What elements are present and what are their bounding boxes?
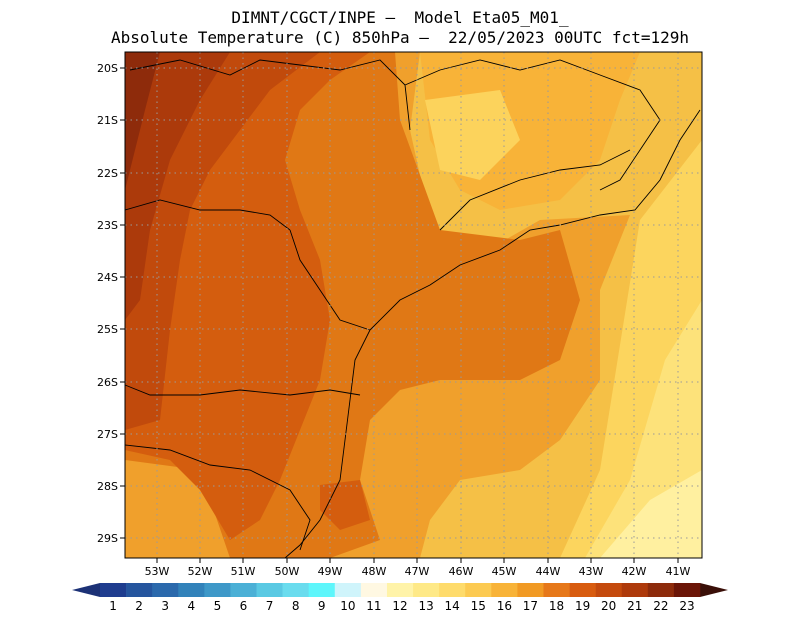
borders bbox=[125, 59, 701, 558]
lon-labels: 53W 52W 51W 50W 49W 48W 47W 46W 45W 44W … bbox=[145, 565, 691, 578]
state-border-mg bbox=[404, 59, 661, 191]
colorbar-cell bbox=[439, 583, 466, 597]
colorbar-cell bbox=[334, 583, 362, 597]
colorbar-label: 9 bbox=[318, 599, 326, 613]
colorbar-cell bbox=[204, 583, 231, 597]
map-title-line-2: Absolute Temperature (C) 850hPa — 22/05/… bbox=[111, 28, 689, 47]
colorbar-labels: 1 2 3 4 5 6 7 8 9 10 11 12 13 14 15 16 17 18 19 20 21 22 23 bbox=[109, 599, 694, 613]
colorbar-label: 7 bbox=[266, 599, 274, 613]
colorbar bbox=[72, 583, 728, 597]
colorbar-label: 8 bbox=[292, 599, 300, 613]
colorbar-cell bbox=[386, 583, 414, 597]
field-patch-south bbox=[320, 480, 370, 530]
colorbar-label: 4 bbox=[187, 599, 195, 613]
lon-label: 45W bbox=[492, 565, 517, 578]
lon-label: 52W bbox=[188, 565, 213, 578]
colorbar-cell bbox=[360, 583, 388, 597]
colorbar-cell bbox=[621, 583, 649, 597]
colorbar-label: 20 bbox=[601, 599, 616, 613]
colorbar-low-arrow bbox=[72, 583, 100, 597]
colorbar-label: 5 bbox=[214, 599, 222, 613]
colorbar-label: 16 bbox=[497, 599, 512, 613]
colorbar-label: 18 bbox=[549, 599, 564, 613]
lon-label: 50W bbox=[275, 565, 300, 578]
field-band-21 bbox=[125, 52, 230, 320]
grid bbox=[125, 52, 702, 558]
colorbar-cell bbox=[282, 583, 309, 597]
lat-label: 24S bbox=[97, 271, 118, 284]
lon-label: 51W bbox=[231, 565, 256, 578]
colorbar-label: 2 bbox=[135, 599, 143, 613]
colorbar-cell bbox=[230, 583, 257, 597]
lat-label: 21S bbox=[97, 114, 118, 127]
colorbar-label: 21 bbox=[627, 599, 642, 613]
colorbar-cell bbox=[100, 583, 127, 597]
colorbar-label: 19 bbox=[575, 599, 590, 613]
colorbar-label: 6 bbox=[240, 599, 248, 613]
colorbar-label: 23 bbox=[679, 599, 694, 613]
lat-labels: 20S 21S 22S 23S 24S 25S 26S 27S 28S 29S bbox=[97, 62, 118, 545]
colorbar-label: 1 bbox=[109, 599, 117, 613]
plot-frame bbox=[124, 51, 703, 559]
colorbar-cell bbox=[413, 583, 440, 597]
colorbar-label: 14 bbox=[445, 599, 460, 613]
colorbar-label: 3 bbox=[161, 599, 169, 613]
state-border-north bbox=[129, 59, 411, 131]
colorbar-cell bbox=[517, 583, 544, 597]
ticks bbox=[120, 67, 679, 563]
colorbar-cell bbox=[673, 583, 701, 597]
state-border-pr-sc bbox=[125, 384, 361, 396]
lat-label: 20S bbox=[97, 62, 118, 75]
river-parana bbox=[289, 229, 371, 331]
temperature-field bbox=[125, 52, 702, 558]
lon-label: 49W bbox=[318, 565, 343, 578]
lon-label: 46W bbox=[449, 565, 474, 578]
colorbar-label: 13 bbox=[418, 599, 433, 613]
colorbar-label: 12 bbox=[392, 599, 407, 613]
colorbar-cell bbox=[152, 583, 179, 597]
coastline-southeast bbox=[369, 109, 701, 331]
state-border-sc-rs bbox=[125, 444, 311, 551]
colorbar-label: 15 bbox=[471, 599, 486, 613]
map-title-line-1: DIMNT/CGCT/INPE — Model Eta05_M01_ bbox=[231, 8, 569, 27]
lon-label: 48W bbox=[362, 565, 387, 578]
colorbar-cell bbox=[569, 583, 596, 597]
lon-label: 41W bbox=[666, 565, 691, 578]
lat-label: 22S bbox=[97, 167, 118, 180]
lat-label: 23S bbox=[97, 219, 118, 232]
colorbar-label: 11 bbox=[366, 599, 381, 613]
colorbar-cell bbox=[256, 583, 283, 597]
colorbar-cell bbox=[491, 583, 518, 597]
colorbar-label: 22 bbox=[653, 599, 668, 613]
colorbar-label: 10 bbox=[340, 599, 355, 613]
lon-label: 47W bbox=[405, 565, 430, 578]
lon-label: 44W bbox=[536, 565, 561, 578]
state-border-sp-rj bbox=[439, 149, 631, 231]
lon-label: 42W bbox=[622, 565, 647, 578]
lat-label: 25S bbox=[97, 323, 118, 336]
field-band-22 bbox=[125, 52, 160, 190]
lat-label: 28S bbox=[97, 480, 118, 493]
colorbar-cell bbox=[308, 583, 336, 597]
state-border-ms-pr bbox=[125, 199, 291, 231]
colorbar-label: 17 bbox=[523, 599, 538, 613]
lon-label: 53W bbox=[145, 565, 170, 578]
colorbar-cell bbox=[178, 583, 205, 597]
field-patch-minas bbox=[425, 90, 520, 180]
colorbar-cell bbox=[543, 583, 570, 597]
lon-label: 43W bbox=[579, 565, 604, 578]
coastline-south bbox=[284, 329, 371, 558]
colorbar-high-arrow bbox=[700, 583, 728, 597]
colorbar-cell bbox=[647, 583, 675, 597]
colorbar-cell bbox=[126, 583, 153, 597]
field-band-14 bbox=[600, 470, 702, 558]
lat-label: 27S bbox=[97, 428, 118, 441]
lat-label: 26S bbox=[97, 376, 118, 389]
colorbar-cell bbox=[465, 583, 492, 597]
lat-label: 29S bbox=[97, 532, 118, 545]
colorbar-cell bbox=[595, 583, 623, 597]
